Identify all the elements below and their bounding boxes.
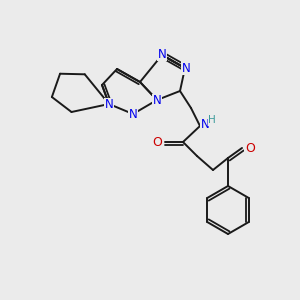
Text: N: N — [129, 109, 137, 122]
Text: N: N — [153, 94, 161, 107]
Text: O: O — [245, 142, 255, 154]
Text: N: N — [182, 61, 190, 74]
Text: N: N — [158, 47, 166, 61]
Text: O: O — [152, 136, 162, 148]
Text: H: H — [208, 115, 216, 125]
Text: N: N — [201, 118, 209, 130]
Text: N: N — [105, 98, 113, 112]
